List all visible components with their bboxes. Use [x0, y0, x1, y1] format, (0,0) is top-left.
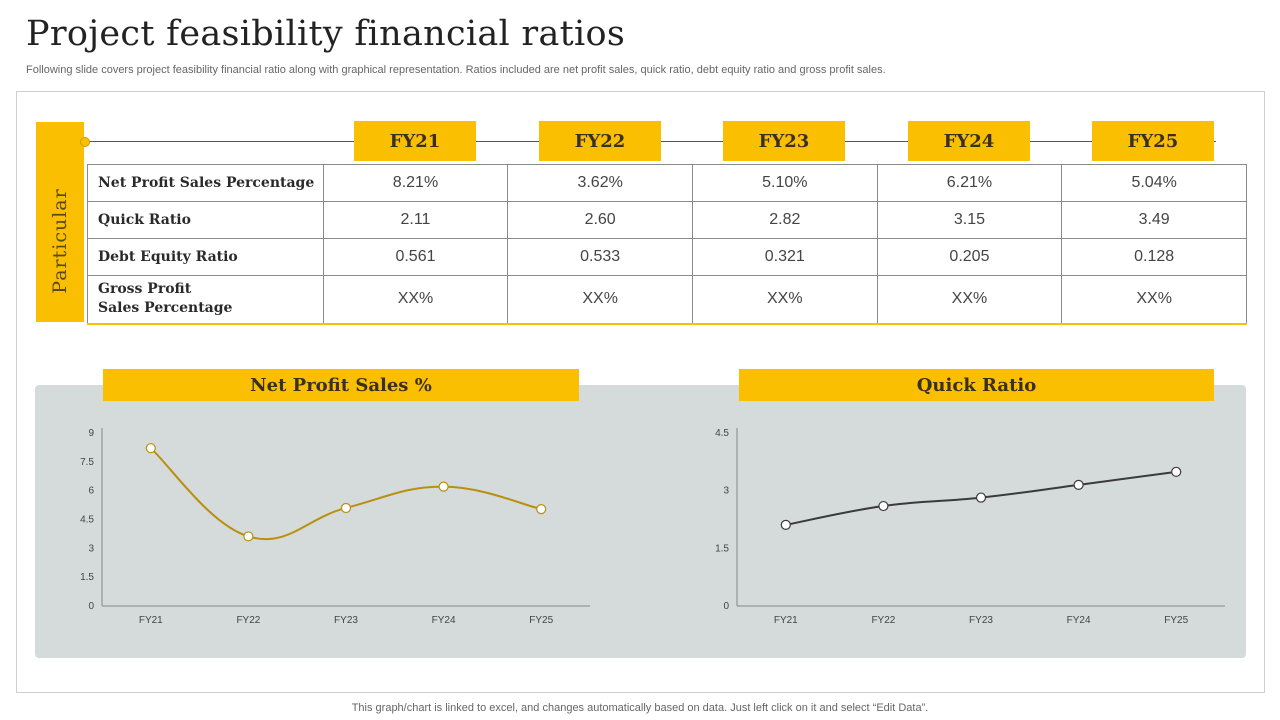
x-tick-label: FY24	[432, 615, 456, 626]
table-cell: XX%	[322, 275, 509, 325]
data-point	[1171, 466, 1182, 477]
charts-panel	[35, 385, 1246, 658]
y-tick-label: 3	[88, 543, 94, 554]
y-tick-label: 0	[723, 601, 729, 612]
row-label-line1: Gross Profit	[98, 281, 192, 298]
table-cell: 2.82	[691, 201, 878, 239]
data-point	[536, 504, 547, 515]
data-point	[145, 443, 156, 454]
year-header-fy21: FY21	[354, 121, 476, 161]
year-header-fy22: FY22	[539, 121, 661, 161]
x-tick-label: FY21	[774, 615, 798, 626]
year-header-fy25: FY25	[1092, 121, 1214, 161]
series-line	[150, 447, 542, 541]
table-cell: 3.62%	[507, 164, 693, 202]
table-cell: 6.21%	[876, 164, 1063, 202]
footer-note: This graph/chart is linked to excel, and…	[351, 702, 929, 714]
data-point	[1073, 479, 1084, 491]
y-tick-label: 1.5	[80, 572, 94, 583]
table-cell: 0.205	[876, 238, 1063, 276]
table-cell: 2.11	[322, 201, 509, 239]
table-cell: XX%	[876, 275, 1063, 325]
table-cell: 0.533	[507, 238, 693, 276]
year-header-fy24: FY24	[908, 121, 1030, 161]
y-tick-label: 3	[723, 486, 729, 497]
x-tick-label: FY25	[529, 615, 553, 626]
table-cell: 2.60	[507, 201, 693, 239]
y-tick-label: 9	[88, 428, 94, 439]
table-cell: 5.04%	[1061, 164, 1247, 202]
row-label: Net Profit Sales Percentage	[87, 164, 324, 202]
table-cell: XX%	[691, 275, 878, 325]
row-label: Quick Ratio	[87, 201, 324, 239]
x-tick-label: FY24	[1067, 615, 1091, 626]
page-title: Project feasibility financial ratios	[26, 14, 626, 54]
table-row: Debt Equity Ratio 0.561 0.533 0.321 0.20…	[87, 238, 1247, 276]
page-subtitle: Following slide covers project feasibili…	[26, 64, 886, 76]
chart-title-net-profit: Net Profit Sales %	[103, 369, 579, 401]
row-label-line2: Sales Percentage	[98, 300, 233, 317]
table-row: Gross Profit Sales Percentage XX% XX% XX…	[87, 275, 1247, 325]
data-point	[340, 502, 352, 514]
x-tick-label: FY23	[334, 615, 358, 626]
year-header-fy23: FY23	[723, 121, 845, 161]
chart-title-quick-ratio: Quick Ratio	[739, 369, 1214, 401]
y-tick-label: 6	[88, 486, 94, 497]
table-row: Net Profit Sales Percentage 8.21% 3.62% …	[87, 164, 1247, 202]
row-label: Gross Profit Sales Percentage	[87, 275, 324, 325]
table-cell: 0.561	[322, 238, 509, 276]
table-cell: XX%	[1061, 275, 1247, 325]
y-tick-label: 0	[88, 601, 94, 612]
x-tick-label: FY22	[871, 615, 895, 626]
table-cell: 0.128	[1061, 238, 1247, 276]
x-tick-label: FY23	[969, 615, 993, 626]
data-point	[878, 500, 889, 512]
table-cell: 8.21%	[322, 164, 509, 202]
particular-bar	[36, 122, 84, 322]
table-cell: 5.10%	[691, 164, 878, 202]
ratios-table: Net Profit Sales Percentage 8.21% 3.62% …	[87, 164, 1247, 325]
table-cell: 0.321	[691, 238, 878, 276]
table-cell: 3.15	[876, 201, 1063, 239]
quick-ratio-chart: 0 1.5 3 4.5 FY21 FY22 FY23 FY24 FY25	[715, 428, 1225, 626]
timeline-dot	[80, 137, 90, 147]
data-point	[438, 481, 449, 492]
x-tick-label: FY22	[236, 615, 260, 626]
x-tick-label: FY21	[139, 615, 163, 626]
table-cell: 3.49	[1061, 201, 1247, 239]
y-tick-label: 7.5	[80, 457, 94, 468]
table-row: Quick Ratio 2.11 2.60 2.82 3.15 3.49	[87, 201, 1247, 239]
x-tick-label: FY25	[1164, 615, 1188, 626]
data-point	[780, 519, 791, 530]
y-tick-label: 4.5	[715, 428, 729, 439]
data-point	[975, 492, 987, 503]
row-label: Debt Equity Ratio	[87, 238, 324, 276]
content-frame	[16, 91, 1265, 693]
y-tick-label: 1.5	[715, 543, 729, 554]
y-tick-label: 4.5	[80, 515, 94, 526]
table-cell: XX%	[507, 275, 693, 325]
data-point	[243, 531, 254, 542]
net-profit-sales-chart: 0 1.5 3 4.5 6 7.5 9 FY21 FY22 FY23 FY24 FY25	[80, 428, 590, 626]
particular-label: Particular	[49, 188, 71, 294]
